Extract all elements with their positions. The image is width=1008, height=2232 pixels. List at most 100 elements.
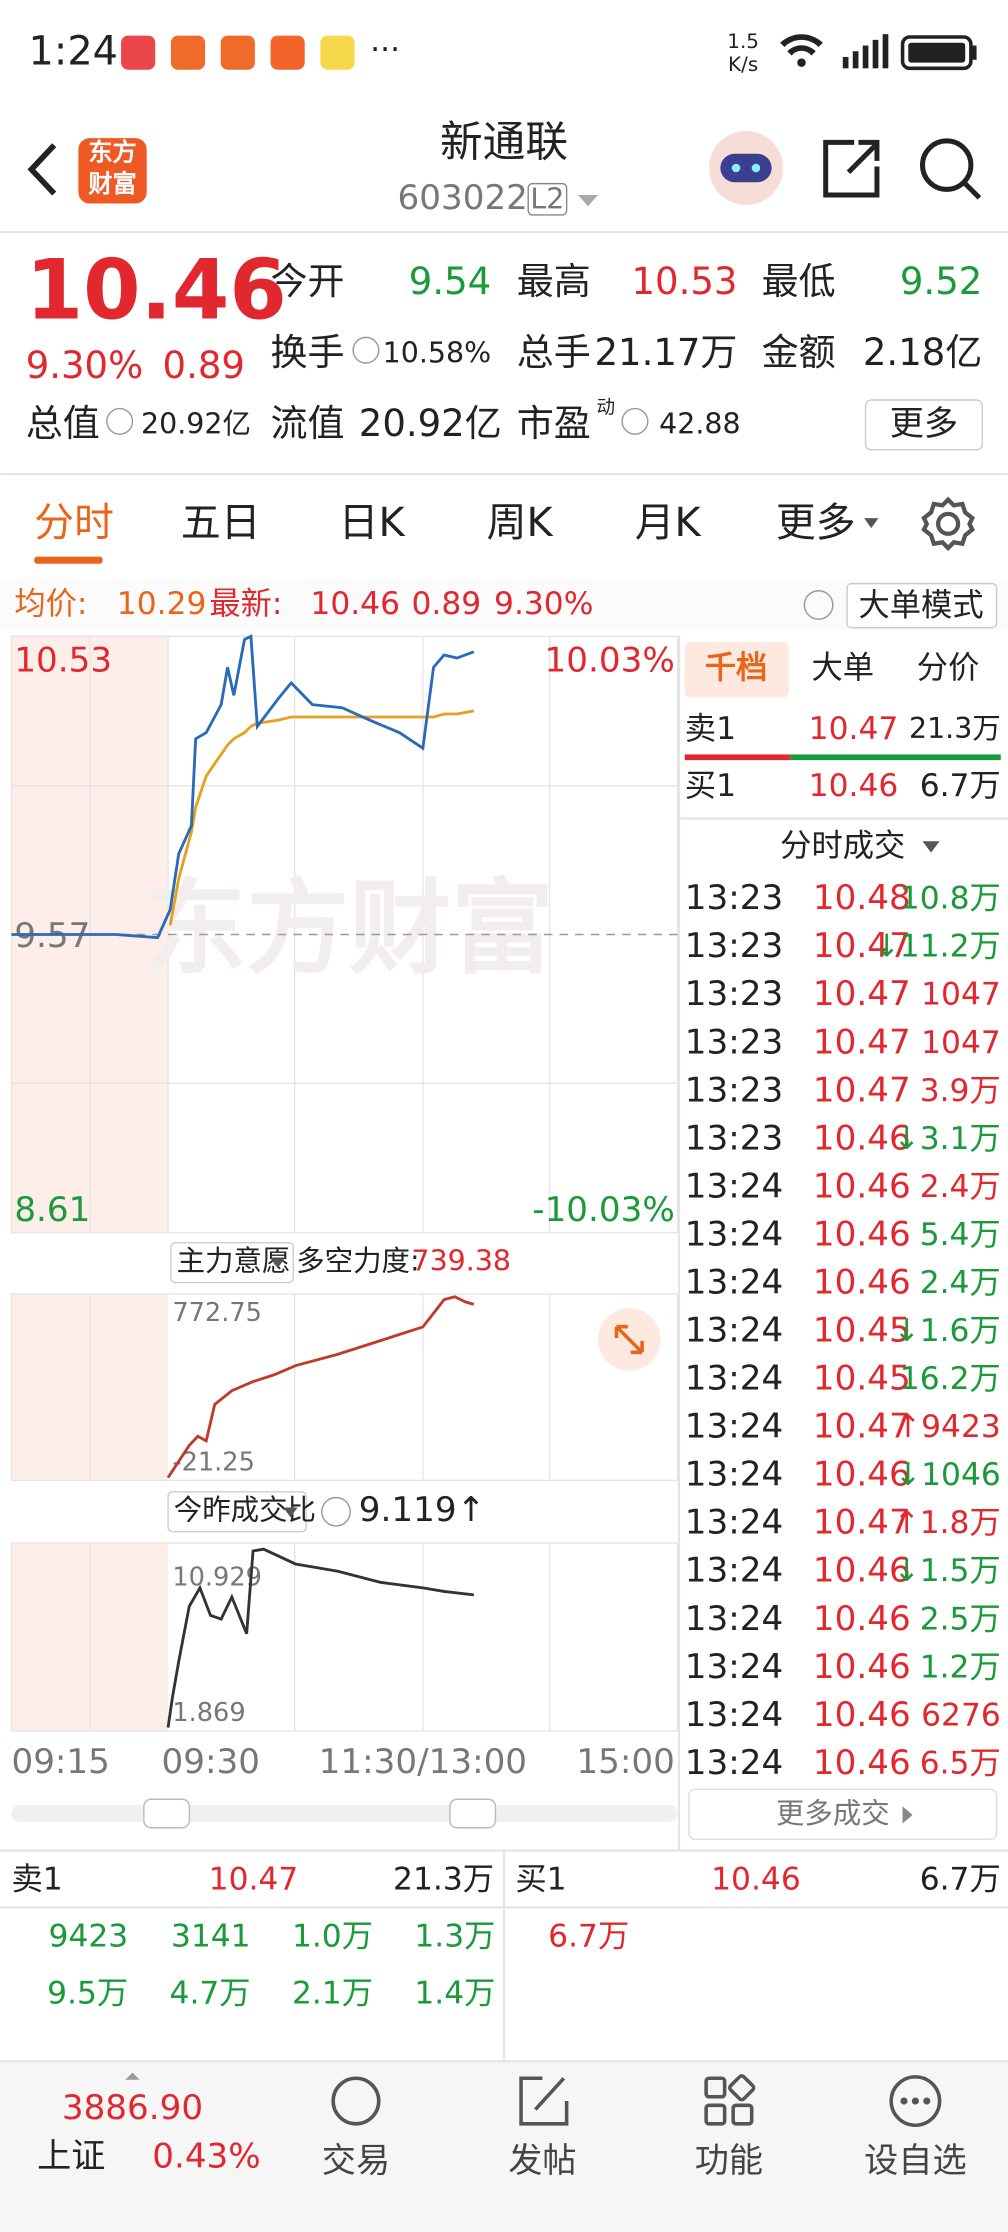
stat-label: 金额 [762,331,836,374]
tab[interactable]: 日K [339,500,406,546]
trade-time: 13:23 [685,1022,783,1062]
strength-label: 多空力度: [296,1245,419,1278]
search-button[interactable] [920,138,982,200]
trade-price: 10.48 [813,878,911,918]
trade-price: 10.46 [813,1118,911,1158]
trade-direction: ↓ [893,1121,919,1157]
line [11,634,475,940]
stat-label: 换手 [271,331,345,374]
stat-value: 10.58% [383,336,492,369]
info-icon[interactable] [352,336,380,364]
nav-item[interactable]: 交易 [322,2141,390,2181]
code-dropdown[interactable] [578,195,598,207]
trade-volume: 1.2万 [920,1649,1001,1685]
side-tab[interactable]: 大单 [811,650,874,686]
trade-volume-value: 6.5万 [920,1745,1001,1781]
latest-value: 10.46 [310,586,400,622]
tab[interactable]: 分时 [34,500,114,546]
net-speed: 1.5 [727,30,759,53]
index-name[interactable]: 上证 [37,2136,105,2176]
tab-dropdown[interactable] [864,518,879,529]
pe-sup: 动 [597,398,616,419]
ask-volume: 21.3万 [909,712,1001,745]
trade-volume: 2.5万 [920,1601,1001,1637]
notification-icons [121,35,355,70]
trade-price: 10.47 [813,1503,911,1543]
trade-price: 10.47 [813,1407,911,1447]
ticks-title[interactable]: 分时成交 [780,828,905,864]
status-more: ··· [370,32,400,68]
help-icon[interactable] [803,590,834,620]
ask-queue-item: 1.0万 [292,1918,373,1954]
indicator-select[interactable] [167,1491,307,1533]
stat-value: 9.52 [900,260,982,303]
assistant-button[interactable] [708,130,783,205]
order-queues: 9423 3141 1.0万 1.3万 9.5万 4.7万 2.1万 1.4万 6.7万 [47,1918,629,2011]
volume-ratio-chart: 1.869 10.929 [166,1547,474,1728]
book-bid-label: 买1 [515,1861,566,1897]
bid-price: 10.46 [809,768,899,804]
stock-code: 603022 [398,178,528,218]
help-icon[interactable] [321,1496,351,1527]
tab[interactable]: 周K [487,500,554,546]
trade-time: 13:24 [685,1599,783,1639]
ask-queue-item: 4.7万 [170,1975,251,2011]
trade-volume-value: 1.8万 [920,1505,1001,1541]
trade-price: 10.45 [813,1359,911,1399]
nav-item[interactable]: 设自选 [864,2141,966,2181]
nav-item[interactable]: 功能 [695,2141,763,2181]
trade-volume: 1047 [921,1025,1001,1061]
mode-button[interactable] [846,582,998,629]
side-tab[interactable]: 分价 [917,650,980,686]
trade-volume-value: 1.5万 [920,1553,1001,1589]
chart-frame [10,1293,679,1482]
latest-change-pct: 9.30% [494,586,593,622]
status-time: 1:24 [29,29,118,75]
ratio-value: 9.119↑ [359,1490,485,1530]
more-trades-text[interactable]: 更多成交 [776,1797,890,1830]
trade-volume: ↓3.1万 [893,1121,1000,1157]
trade-direction: ↓ [893,1313,919,1349]
tab[interactable]: 月K [635,500,702,546]
trade-volume: 16.2万 [900,1361,1001,1397]
tab-bar: 分时 五日 日K 周K 月K 更多 [34,500,855,546]
trade-time: 13:23 [685,878,783,918]
expand-button[interactable] [597,1308,661,1371]
change-pct: 9.30% [26,344,144,387]
range-slider[interactable] [11,1798,678,1829]
more-button-text[interactable]: 更多 [890,404,958,444]
info-icon[interactable] [621,407,649,435]
indicator-name[interactable]: 主力意愿 [177,1245,291,1278]
trade-volume: 3.9万 [920,1073,1001,1109]
side-tab[interactable]: 千档 [705,650,768,686]
pct-low: -10.03% [532,1190,675,1230]
logo-text: 东方 [88,139,136,167]
trade-time: 13:24 [685,1455,783,1495]
side-tab-active[interactable] [684,641,789,698]
info-icon[interactable] [106,407,134,435]
index-change[interactable]: 0.43% [152,2136,261,2176]
back-button[interactable] [27,143,57,196]
indicator-select[interactable] [170,1241,295,1284]
share-button[interactable] [823,139,880,198]
trade-price: 10.47 [813,974,911,1014]
more-button[interactable] [864,399,983,451]
ask-queue-item: 1.4万 [414,1975,495,2011]
settings-button[interactable] [921,496,976,552]
y-tick-label: 772.75 [172,1298,262,1328]
trade-time: 13:24 [685,1166,783,1206]
mode-button-text[interactable]: 大单模式 [858,587,983,623]
tab[interactable]: 更多 [776,500,856,546]
more-trades-button[interactable] [688,1788,998,1840]
tab[interactable]: 五日 [181,500,261,546]
trade-time: 13:24 [685,1311,783,1351]
trade-direction: ↓ [874,929,900,965]
trade-price: 10.46 [813,1599,911,1639]
trade-volume-value: 5.4万 [920,1217,1001,1253]
trade-volume-value: 1047 [921,977,1001,1013]
nav-item[interactable]: 发帖 [508,2141,576,2181]
index-value[interactable]: 3886.90 [62,2088,203,2128]
trade-price: 10.46 [813,1166,911,1206]
